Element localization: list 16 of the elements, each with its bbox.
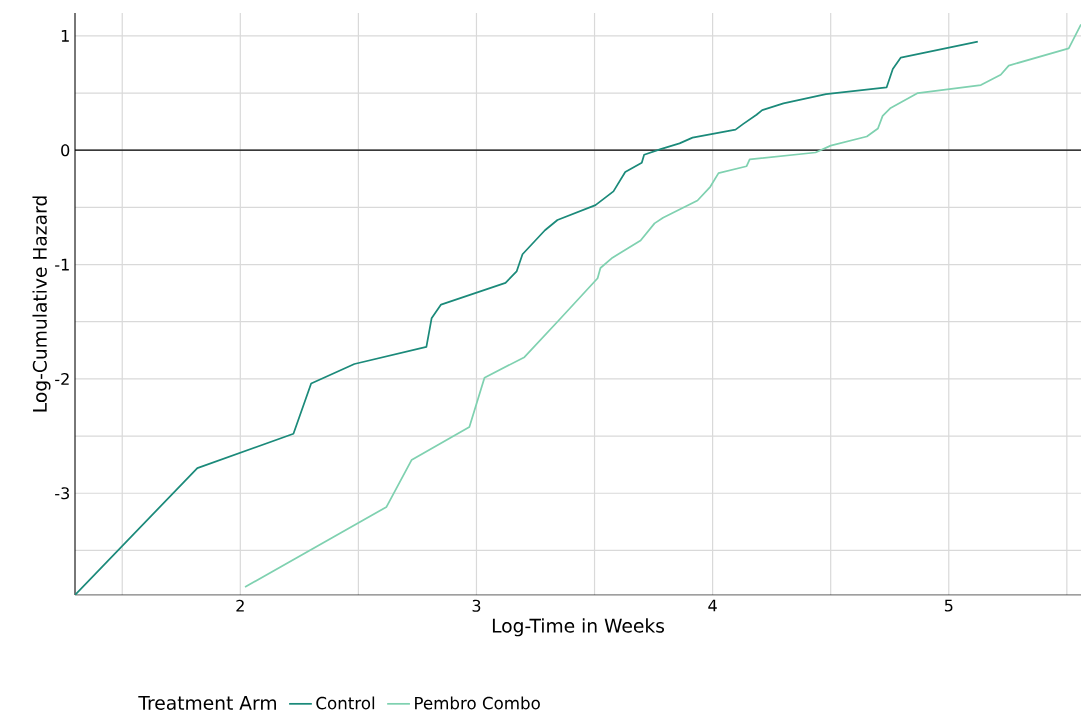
y-tick-label: -1: [55, 258, 69, 271]
line-series: [75, 40, 979, 595]
legend-label: Pembro Combo: [415, 696, 540, 710]
legend-label: Control: [316, 696, 375, 710]
y-tick-label: 0: [61, 144, 70, 157]
y-axis-title: Log-Cumulative Hazard: [32, 196, 51, 412]
x-tick-label: 5: [944, 599, 953, 612]
y-tick-label: -2: [55, 372, 69, 385]
x-tick-label: 2: [236, 599, 244, 612]
y-tick-label: 1: [61, 30, 69, 42]
x-tick-label: 3: [472, 599, 481, 612]
x-axis-title: Log-Time in Weeks: [492, 618, 665, 637]
line-series: [244, 23, 1081, 588]
x-tick-label: 4: [708, 599, 717, 612]
y-tick-label: -3: [55, 487, 69, 500]
legend-title: Treatment Arm: [138, 696, 276, 710]
